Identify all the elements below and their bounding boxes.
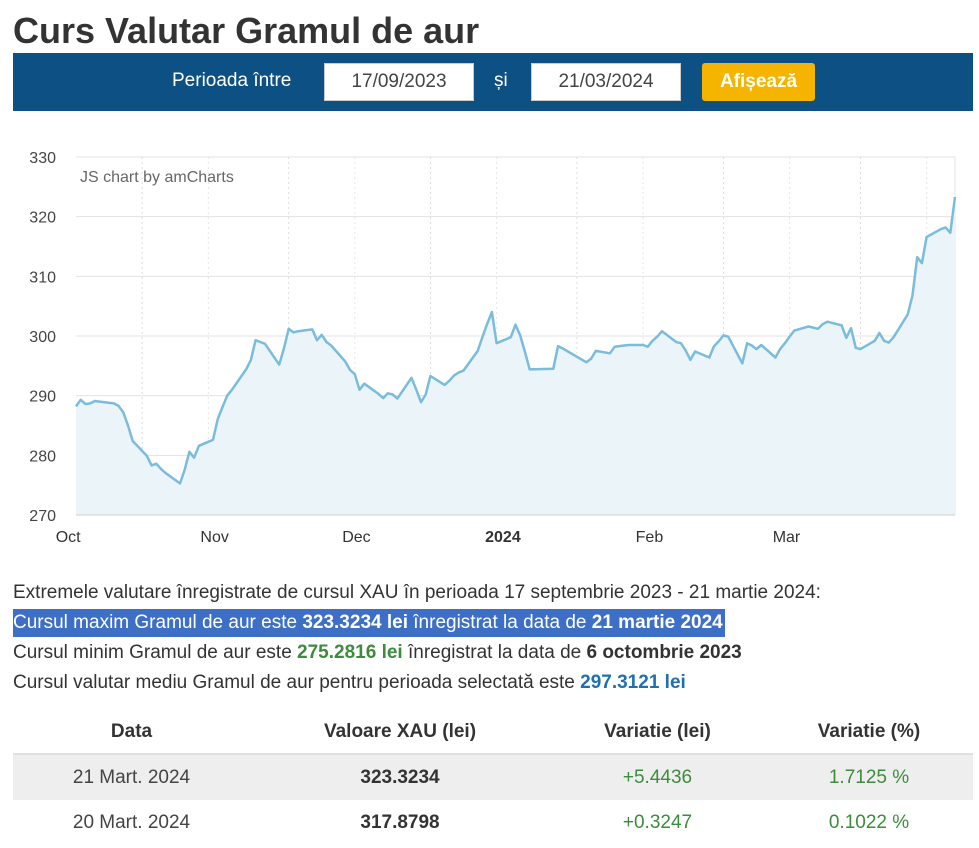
row-variation-lei: +5.4436: [550, 754, 765, 800]
x-tick-label: 2024: [485, 529, 521, 546]
summary-average: Cursul valutar mediu Gramul de aur pentr…: [13, 672, 686, 693]
summary-max: Cursul maxim Gramul de aur este 323.3234…: [13, 608, 821, 638]
y-tick-label: 330: [29, 150, 56, 167]
rates-table: Data Valoare XAU (lei) Variatie (lei) Va…: [13, 710, 973, 846]
chart-series-line: [74, 196, 957, 485]
row-value: 323.3234: [250, 754, 550, 800]
summary-min: Cursul minim Gramul de aur este 275.2816…: [13, 642, 742, 663]
row-variation-pct: 1.7125 %: [765, 754, 973, 800]
header-date: Data: [13, 710, 250, 755]
end-date-input[interactable]: [531, 63, 681, 101]
chart-x-axis: Oct Nov Dec 2024 Feb Mar: [56, 529, 801, 546]
max-date: 21 martie 2024: [591, 612, 723, 633]
average-value: 297.3121 lei: [580, 672, 686, 693]
y-tick-label: 290: [29, 389, 56, 406]
date-filter-bar: Perioada între și Afișează: [13, 53, 973, 111]
y-tick-label: 300: [29, 329, 56, 346]
price-chart[interactable]: 270 280 290 300 310 320 330 Oct Nov Dec 2024 Feb Ma…: [0, 140, 979, 550]
chart-watermark[interactable]: JS chart by amCharts: [80, 169, 234, 186]
show-button[interactable]: Afișează: [702, 63, 815, 101]
y-tick-label: 270: [29, 508, 56, 525]
max-value: 323.3234 lei: [302, 612, 408, 633]
x-tick-label: Nov: [200, 529, 228, 546]
header-variation-lei: Variatie (lei): [550, 710, 765, 755]
y-tick-label: 320: [29, 210, 56, 227]
y-tick-label: 310: [29, 269, 56, 286]
x-tick-label: Feb: [636, 529, 664, 546]
min-value: 275.2816 lei: [297, 642, 403, 663]
x-tick-label: Oct: [56, 529, 81, 546]
extremes-summary: Extremele valutare înregistrate de cursu…: [13, 578, 821, 698]
chart-y-axis: 270 280 290 300 310 320 330: [29, 150, 56, 525]
min-date: 6 octombrie 2023: [586, 642, 742, 663]
start-date-input[interactable]: [324, 63, 474, 101]
table-row: 21 Mart. 2024 323.3234 +5.4436 1.7125 %: [13, 754, 973, 800]
and-label: și: [494, 70, 508, 91]
row-variation-lei: +0.3247: [622, 812, 693, 833]
row-date: 20 Mart. 2024: [72, 812, 191, 833]
y-tick-label: 280: [29, 448, 56, 465]
period-between-label: Perioada între: [172, 70, 292, 91]
x-tick-label: Dec: [342, 529, 370, 546]
page-title: Curs Valutar Gramul de aur: [13, 10, 480, 51]
chart-area-fill: [76, 197, 955, 515]
table-row: 20 Mart. 2024 317.8798 +0.3247 0.1022 %: [13, 800, 973, 846]
summary-intro: Extremele valutare înregistrate de cursu…: [13, 582, 821, 603]
table-header-row: Data Valoare XAU (lei) Variatie (lei) Va…: [13, 710, 973, 755]
x-tick-label: Mar: [773, 529, 801, 546]
row-date: 21 Mart. 2024: [13, 754, 250, 800]
row-value: 317.8798: [360, 812, 440, 833]
row-variation-pct: 0.1022 %: [828, 812, 910, 833]
header-variation-pct: Variatie (%): [765, 710, 973, 755]
header-value: Valoare XAU (lei): [250, 710, 550, 755]
